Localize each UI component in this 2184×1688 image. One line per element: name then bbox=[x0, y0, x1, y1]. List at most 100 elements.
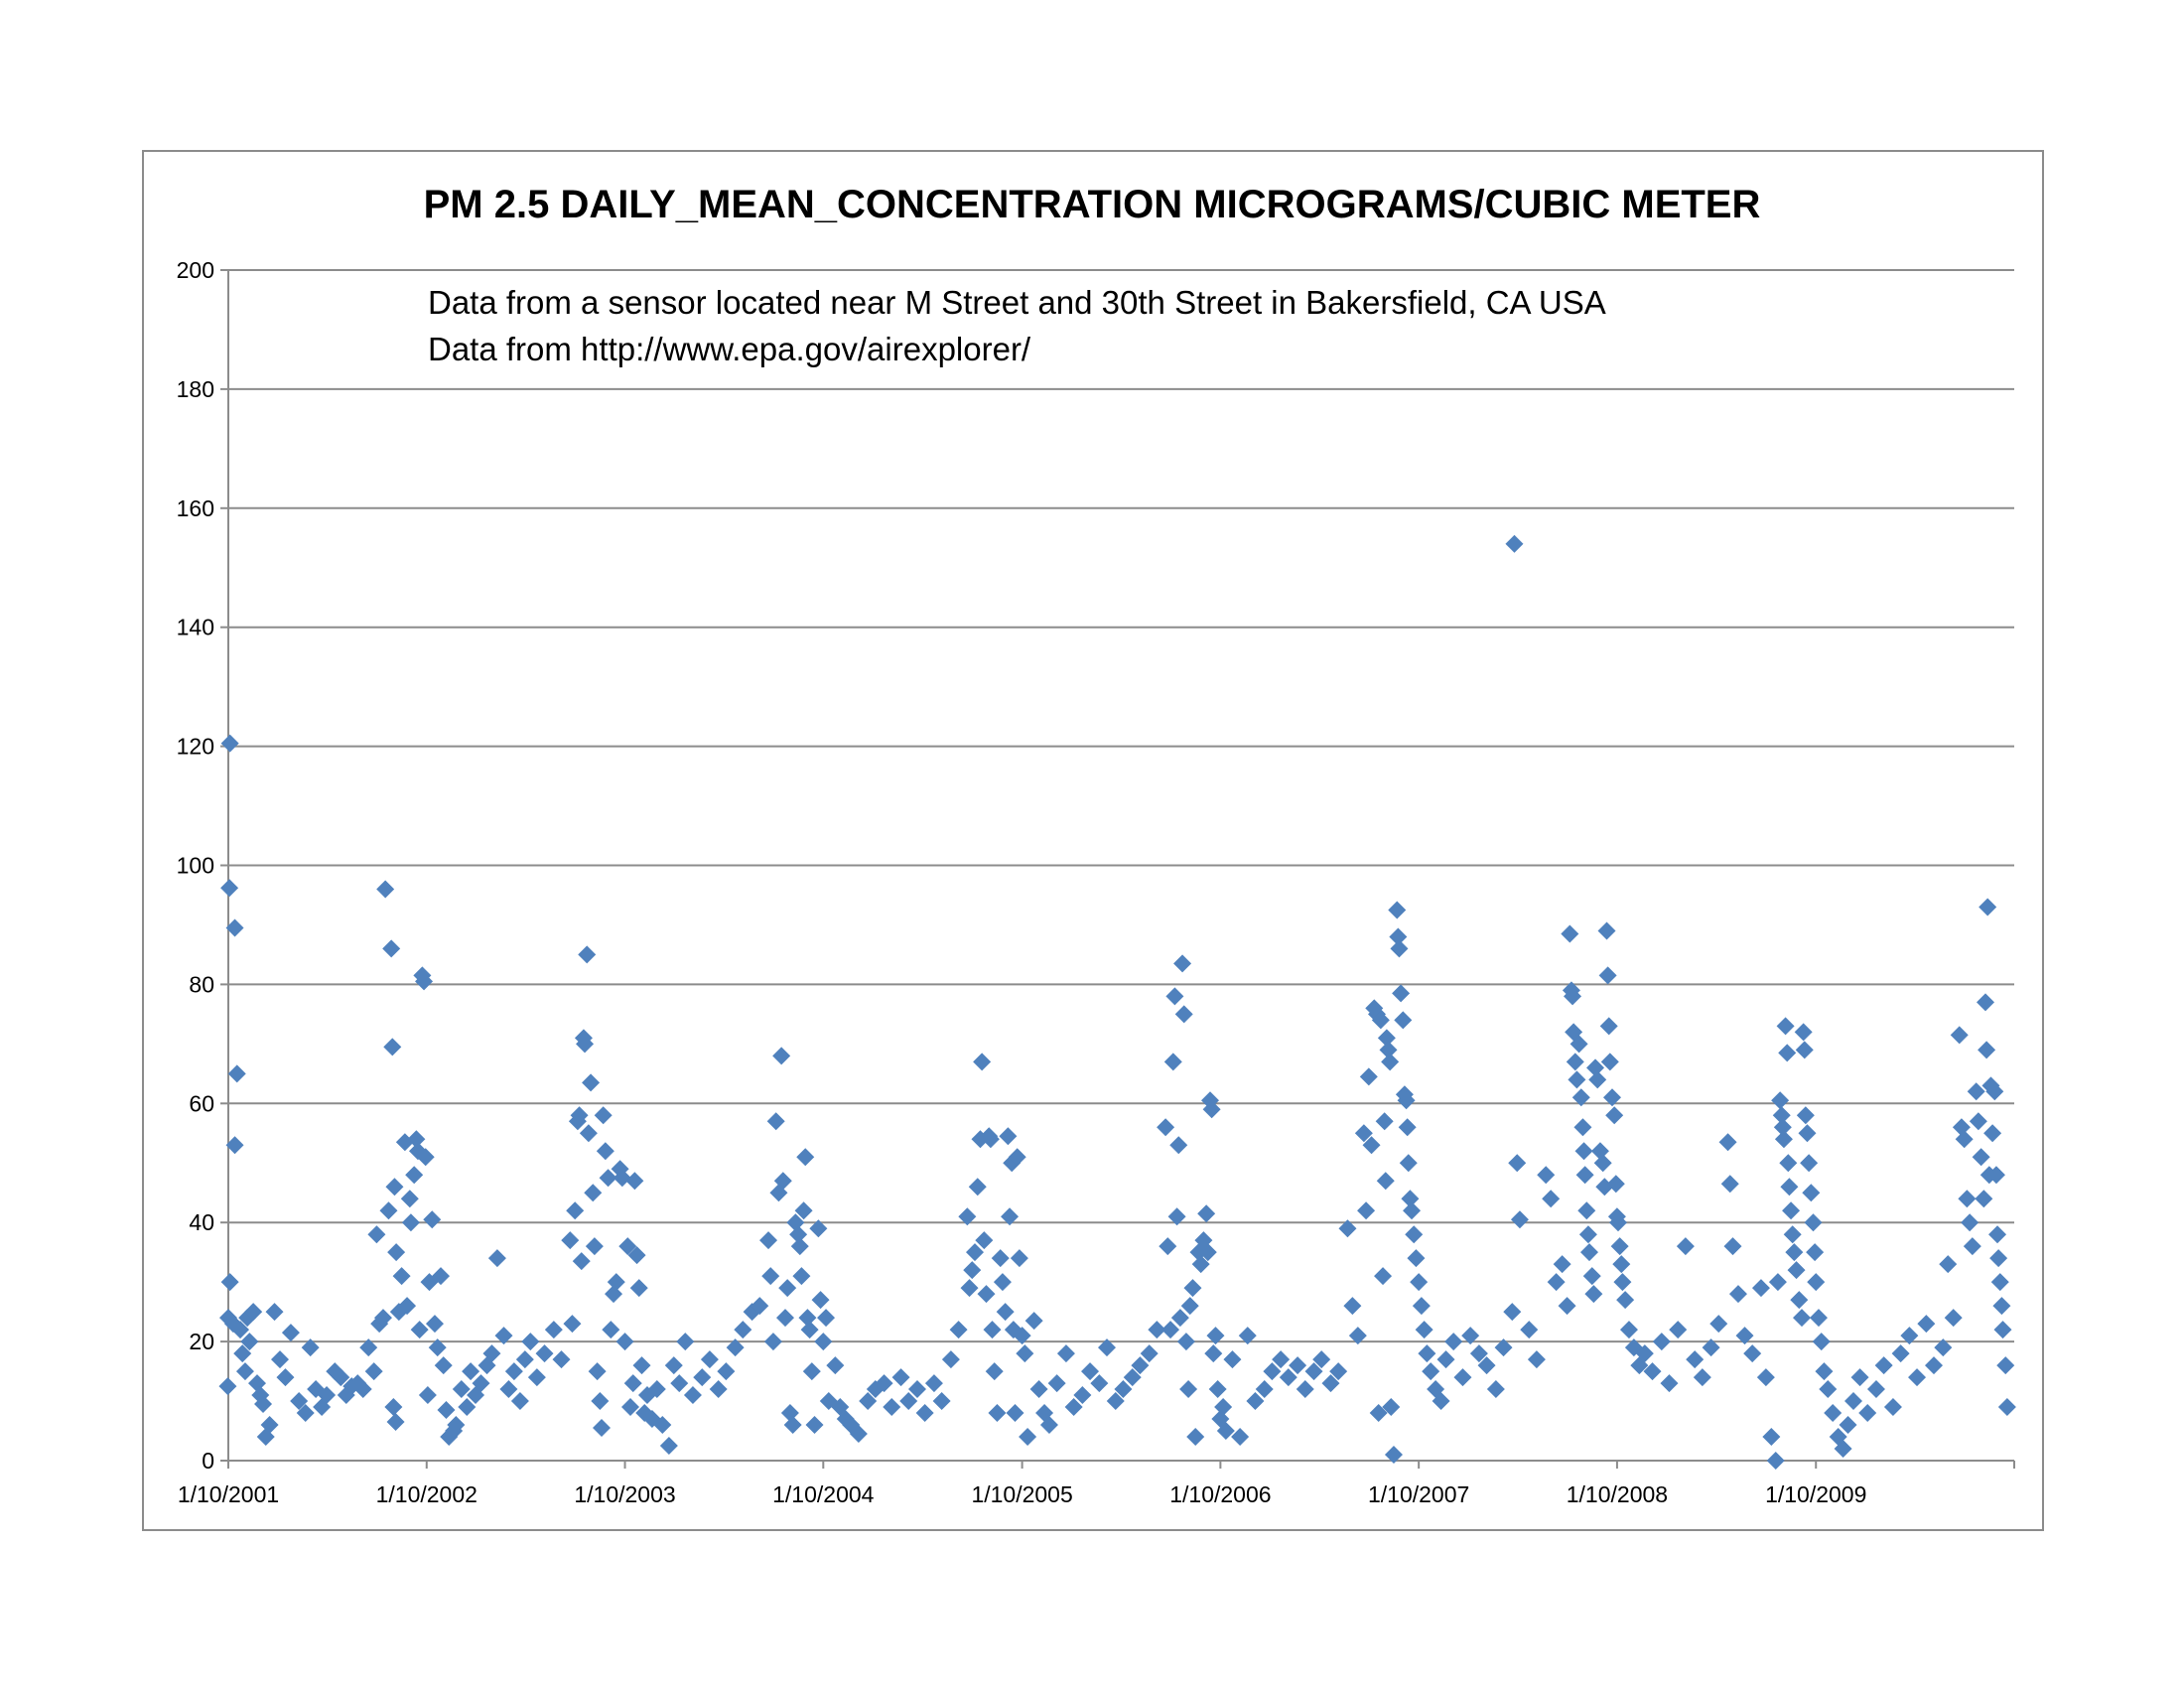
data-point bbox=[1800, 1154, 1819, 1173]
data-point bbox=[437, 1401, 456, 1420]
data-point bbox=[1197, 1204, 1216, 1223]
data-point bbox=[227, 1064, 246, 1083]
data-point bbox=[225, 1136, 244, 1155]
data-point bbox=[717, 1362, 736, 1381]
data-point bbox=[1412, 1297, 1431, 1316]
data-point bbox=[1508, 1154, 1527, 1173]
data-point bbox=[482, 1344, 501, 1363]
data-point bbox=[993, 1273, 1012, 1292]
data-point bbox=[1140, 1344, 1159, 1363]
data-point bbox=[977, 1285, 996, 1304]
data-point bbox=[1992, 1297, 2011, 1316]
data-point bbox=[613, 1169, 631, 1188]
data-point bbox=[1561, 924, 1579, 943]
data-point bbox=[578, 945, 597, 964]
data-point bbox=[1718, 1133, 1737, 1152]
data-point bbox=[1381, 1053, 1400, 1071]
data-point bbox=[579, 1124, 598, 1143]
data-point bbox=[1612, 1255, 1631, 1274]
data-point bbox=[1405, 1225, 1424, 1244]
data-point bbox=[1398, 1118, 1417, 1137]
data-point bbox=[1377, 1029, 1396, 1048]
data-point bbox=[676, 1333, 695, 1351]
data-point bbox=[1362, 1136, 1381, 1155]
data-point bbox=[751, 1297, 769, 1316]
data-point bbox=[458, 1398, 477, 1417]
data-point bbox=[1359, 1067, 1378, 1086]
x-tick-label: 1/10/2009 bbox=[1765, 1481, 1866, 1507]
data-point bbox=[1985, 1082, 2004, 1101]
data-point bbox=[1952, 1118, 1971, 1137]
data-point bbox=[1520, 1321, 1539, 1339]
data-point bbox=[599, 1169, 617, 1188]
data-point bbox=[1702, 1338, 1720, 1357]
data-point bbox=[1208, 1380, 1227, 1399]
x-tick-label: 1/10/2008 bbox=[1567, 1481, 1668, 1507]
data-point bbox=[726, 1338, 745, 1357]
data-point bbox=[1669, 1321, 1688, 1339]
data-point bbox=[1606, 1175, 1625, 1194]
data-point bbox=[1590, 1142, 1609, 1161]
data-point bbox=[1204, 1344, 1223, 1363]
data-point bbox=[1619, 1321, 1638, 1339]
data-point bbox=[809, 1219, 828, 1238]
data-point bbox=[407, 1130, 426, 1149]
data-point bbox=[1571, 1088, 1590, 1107]
data-point bbox=[527, 1368, 546, 1387]
data-point bbox=[664, 1356, 683, 1375]
data-point bbox=[859, 1392, 878, 1411]
data-point bbox=[400, 1190, 419, 1208]
data-point bbox=[1780, 1178, 1799, 1196]
data-point bbox=[462, 1362, 480, 1381]
data-point bbox=[1944, 1309, 1963, 1328]
data-point bbox=[1686, 1350, 1705, 1369]
data-point bbox=[1374, 1267, 1393, 1286]
data-point bbox=[570, 1106, 589, 1125]
data-point bbox=[1774, 1130, 1793, 1149]
data-point bbox=[582, 1073, 601, 1092]
data-point bbox=[1955, 1130, 1974, 1149]
data-point bbox=[1652, 1333, 1671, 1351]
data-point bbox=[1785, 1243, 1804, 1262]
data-point bbox=[761, 1267, 780, 1286]
data-point bbox=[235, 1362, 254, 1381]
data-point bbox=[794, 1201, 813, 1220]
data-point bbox=[973, 1053, 992, 1071]
data-point bbox=[1643, 1362, 1662, 1381]
data-point bbox=[1795, 1041, 1814, 1059]
data-point bbox=[1008, 1148, 1026, 1167]
data-point bbox=[1605, 1106, 1624, 1125]
data-point bbox=[798, 1309, 817, 1328]
data-point bbox=[1039, 1416, 1058, 1435]
data-point bbox=[1304, 1362, 1323, 1381]
data-point bbox=[1958, 1190, 1977, 1208]
data-point bbox=[576, 1035, 595, 1054]
data-point bbox=[1382, 1398, 1401, 1417]
data-point bbox=[1006, 1404, 1024, 1423]
data-point bbox=[817, 1309, 836, 1328]
data-point bbox=[1989, 1249, 2008, 1268]
data-point bbox=[1542, 1190, 1561, 1208]
data-point bbox=[566, 1201, 585, 1220]
data-point bbox=[563, 1315, 582, 1334]
data-point bbox=[415, 972, 434, 991]
data-point bbox=[233, 1344, 252, 1363]
data-point bbox=[1486, 1380, 1505, 1399]
data-point bbox=[632, 1356, 651, 1375]
data-point bbox=[348, 1374, 367, 1393]
data-point bbox=[447, 1416, 466, 1435]
data-point bbox=[1010, 1249, 1028, 1268]
data-point bbox=[1728, 1285, 1747, 1304]
data-point bbox=[342, 1377, 361, 1396]
data-point bbox=[387, 1243, 406, 1262]
data-point bbox=[1779, 1154, 1798, 1173]
data-point bbox=[552, 1350, 571, 1369]
data-point bbox=[1866, 1380, 1885, 1399]
data-point bbox=[428, 1338, 447, 1357]
data-point bbox=[244, 1303, 263, 1322]
data-point bbox=[418, 1386, 437, 1405]
data-point bbox=[607, 1273, 625, 1292]
y-tick-label: 180 bbox=[177, 376, 214, 402]
data-point bbox=[849, 1425, 868, 1444]
data-point bbox=[1900, 1327, 1919, 1345]
